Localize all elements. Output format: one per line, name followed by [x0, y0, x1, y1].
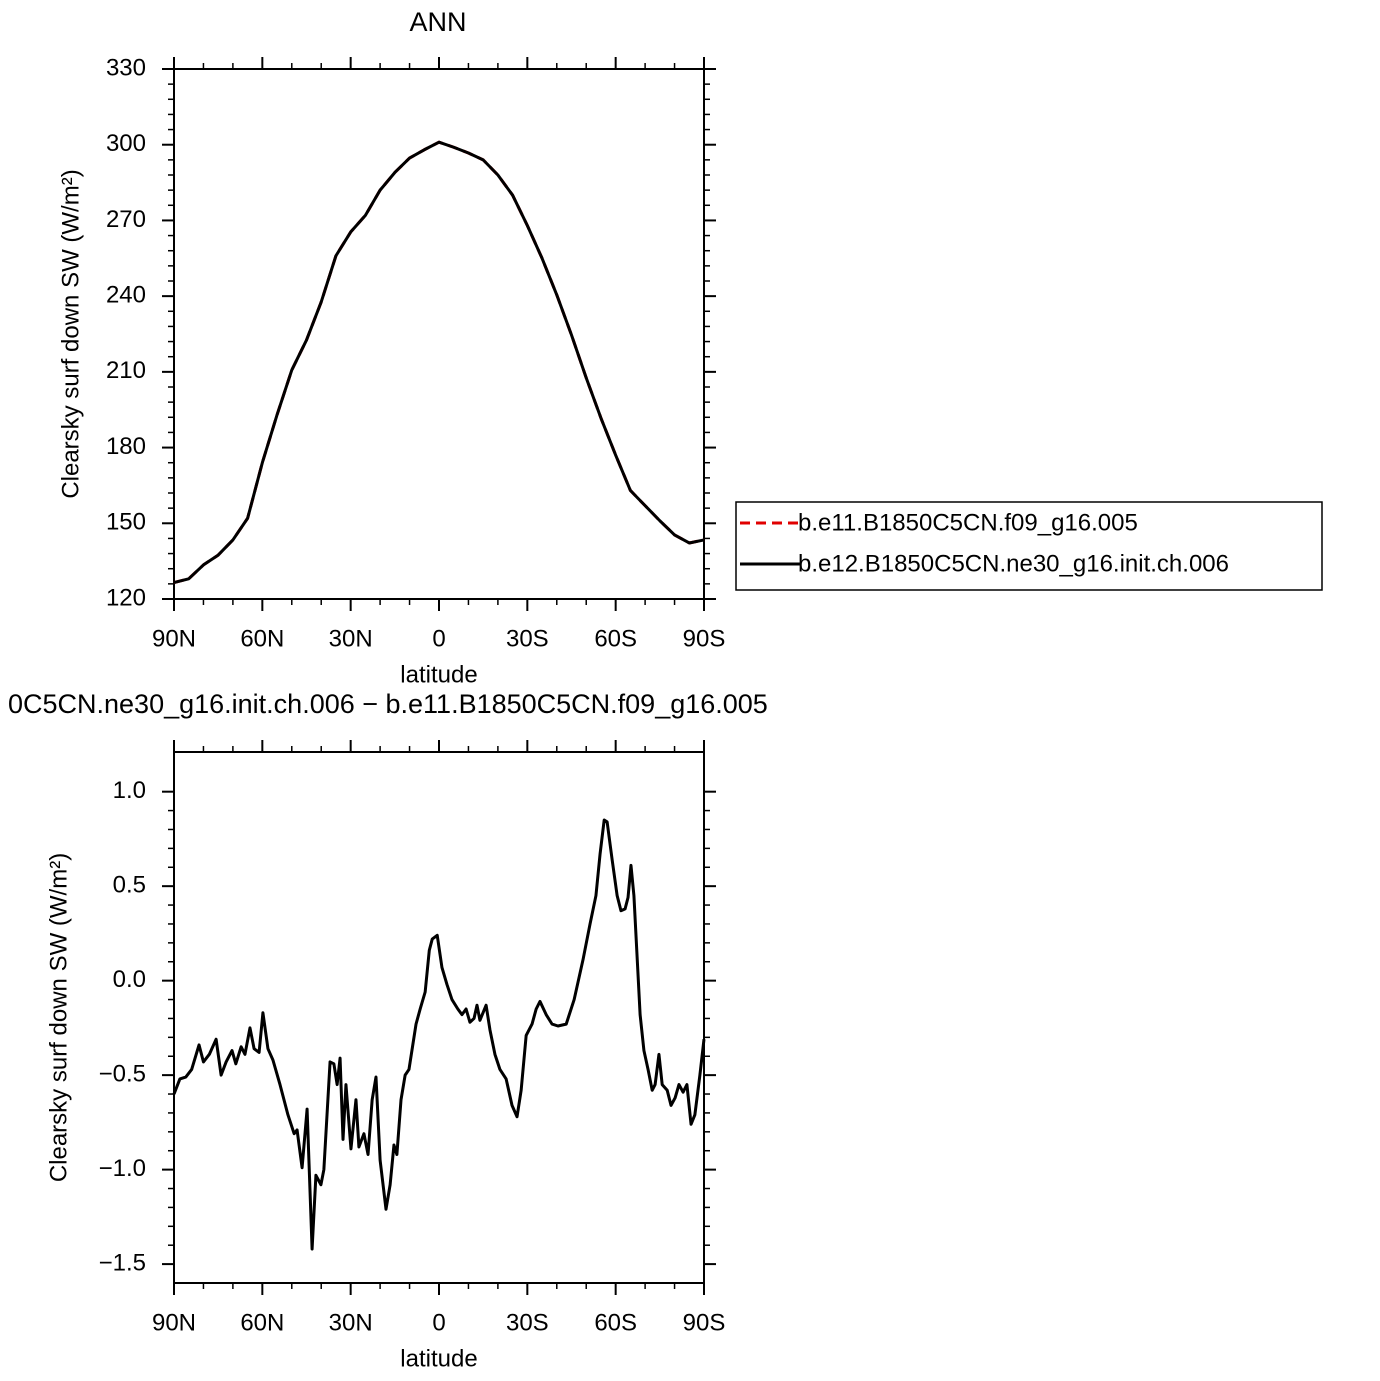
- y-tick-label: 330: [106, 54, 146, 81]
- data-line: [173, 140, 705, 585]
- x-tick-label: 60N: [240, 1309, 284, 1336]
- x-tick-label: 30N: [329, 1309, 373, 1336]
- x-tick-label: 90N: [152, 625, 196, 652]
- x-tick-label: 90S: [683, 625, 726, 652]
- y-tick-label: 270: [106, 206, 146, 233]
- x-axis-title: latitude: [400, 1345, 477, 1372]
- x-tick-label: 60S: [594, 625, 637, 652]
- x-tick-label: 60N: [240, 625, 284, 652]
- chart-title: ANN: [409, 7, 466, 37]
- y-tick-label: 0.5: [113, 872, 146, 899]
- y-tick-label: 150: [106, 509, 146, 536]
- legend-box: [735, 501, 1323, 591]
- y-tick-label: 0.0: [113, 966, 146, 993]
- y-tick-label: 180: [106, 433, 146, 460]
- x-tick-label: 30S: [506, 625, 549, 652]
- plot-frame: [173, 751, 705, 1284]
- x-tick-label: 30S: [506, 1309, 549, 1336]
- x-tick-label: 60S: [594, 1309, 637, 1336]
- x-tick-label: 90S: [683, 1309, 726, 1336]
- chart-title: 0C5CN.ne30_g16.init.ch.006 − b.e11.B1850…: [8, 689, 768, 719]
- x-tick-label: 0: [432, 625, 445, 652]
- y-tick-label: −1.5: [99, 1249, 146, 1276]
- y-tick-label: 1.0: [113, 777, 146, 804]
- y-axis-title: Clearsky surf down SW (W/m²): [57, 169, 84, 498]
- data-line: [172, 818, 706, 1251]
- y-axis-title: Clearsky surf down SW (W/m²): [45, 853, 72, 1182]
- plot-frame: [173, 68, 705, 600]
- y-tick-label: 240: [106, 281, 146, 308]
- x-tick-label: 90N: [152, 1309, 196, 1336]
- y-tick-label: −0.5: [99, 1060, 146, 1087]
- legend-label: b.e11.B1850C5CN.f09_g16.005: [798, 509, 1138, 536]
- data-line: [173, 140, 705, 585]
- y-tick-label: 300: [106, 130, 146, 157]
- x-tick-label: 0: [432, 1309, 445, 1336]
- y-tick-label: 210: [106, 357, 146, 384]
- y-tick-label: 120: [106, 584, 146, 611]
- legend-label: b.e12.B1850C5CN.ne30_g16.init.ch.006: [798, 550, 1229, 577]
- x-tick-label: 30N: [329, 625, 373, 652]
- y-tick-label: −1.0: [99, 1155, 146, 1182]
- x-axis-title: latitude: [400, 661, 477, 688]
